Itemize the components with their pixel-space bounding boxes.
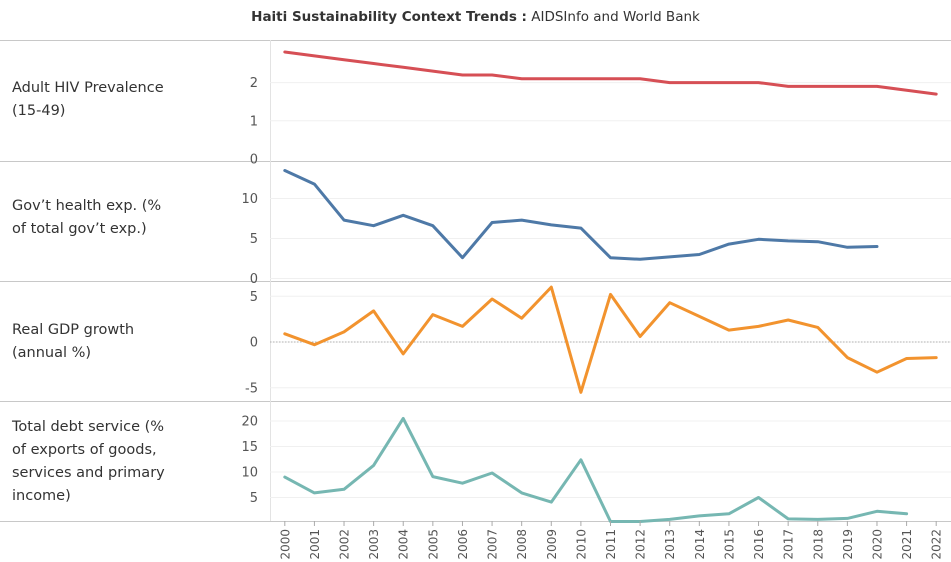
y-tick-label: 1	[250, 114, 258, 129]
row-label-line: Gov’t health exp. (%	[12, 198, 162, 214]
x-tick-label: 2004	[397, 529, 411, 560]
y-tick-label: -5	[245, 381, 258, 396]
series-line	[283, 285, 938, 394]
y-tick-label: 15	[241, 440, 258, 455]
row-label-line: Total debt service (%	[12, 419, 165, 435]
chart-title-bold: Haiti Sustainability Context Trends :	[251, 9, 527, 25]
x-tick-label: 2014	[693, 529, 707, 560]
x-tick-label: 2018	[811, 529, 825, 560]
y-tick-label: 5	[250, 232, 258, 247]
panel-1: 0 1 2	[250, 50, 951, 168]
x-tick-label: 2000	[278, 529, 292, 560]
x-tick-label: 2021	[900, 529, 914, 560]
x-tick-label: 2015	[722, 529, 736, 560]
row-label-line: (annual %)	[12, 345, 92, 361]
row-label-gdp: Real GDP growth (annual %)	[12, 319, 134, 365]
x-tick-label: 2017	[782, 529, 796, 560]
x-tick-label: 2001	[308, 529, 322, 560]
row-label-debt: Total debt service (% of exports of good…	[12, 416, 165, 508]
row-label-line: Real GDP growth	[12, 322, 135, 338]
panel-3: -5 0 5	[245, 285, 951, 396]
x-tick-label: 2010	[574, 529, 588, 560]
x-tick-label: 2002	[338, 529, 352, 560]
chart-title: Haiti Sustainability Context Trends : AI…	[0, 9, 951, 25]
x-tick-label: 2016	[752, 529, 766, 560]
row-label-line: of exports of goods,	[12, 442, 157, 458]
panel-4: 5 10 15 20	[241, 415, 951, 523]
row-label-line: Adult HIV Prevalence	[12, 80, 164, 96]
x-tick-label: 2022	[930, 529, 944, 560]
x-tick-label: 2008	[515, 529, 529, 560]
row-label-health: Gov’t health exp. (% of total gov’t exp.…	[12, 195, 161, 241]
series-line	[283, 50, 938, 96]
x-tick-label: 2019	[841, 529, 855, 560]
x-tick-label: 2006	[456, 529, 470, 560]
x-tick-label: 2013	[663, 529, 677, 560]
y-tick-label: 5	[250, 491, 258, 506]
x-tick-label: 2005	[426, 529, 440, 560]
series-line	[283, 416, 909, 523]
row-label-line: (15-49)	[12, 103, 66, 119]
row-label-line: of total gov’t exp.)	[12, 221, 147, 237]
x-tick-label: 2011	[604, 529, 618, 560]
y-tick-label: 2	[250, 76, 258, 91]
chart-title-source: AIDSInfo and World Bank	[526, 9, 700, 25]
x-tick-label: 2012	[634, 529, 648, 560]
y-tick-label: 20	[241, 415, 258, 430]
row-label-line: services and primary	[12, 465, 165, 481]
y-tick-label: 10	[241, 192, 258, 207]
series-line	[283, 169, 879, 261]
y-tick-label: 5	[250, 290, 258, 305]
y-tick-label: 0	[250, 336, 258, 351]
panel-2: 0 5 10	[241, 169, 951, 287]
y-tick-label: 0	[250, 272, 258, 287]
row-label-hiv: Adult HIV Prevalence (15-49)	[12, 77, 164, 123]
x-tick-label: 2020	[870, 529, 884, 560]
x-tick-label: 2009	[545, 529, 559, 560]
y-tick-label: 10	[241, 466, 258, 481]
x-tick-label: 2007	[486, 529, 500, 560]
x-tick-label: 2003	[367, 529, 381, 560]
row-label-line: income)	[12, 488, 71, 504]
y-tick-label: 0	[250, 153, 258, 168]
